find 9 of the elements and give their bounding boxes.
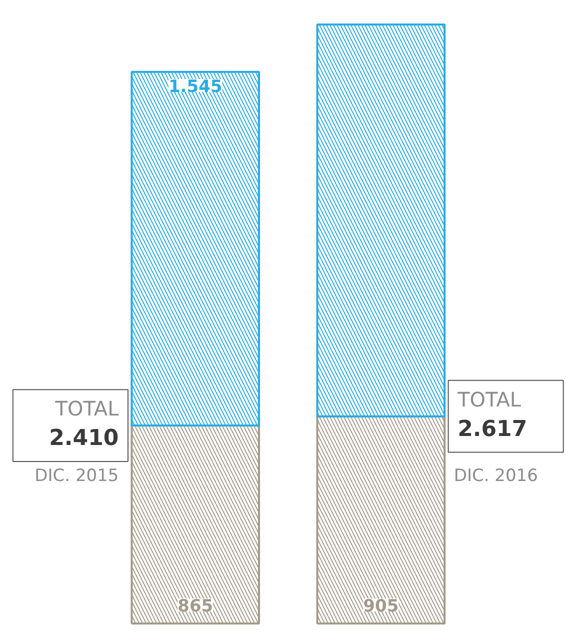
data-label: 905: [363, 596, 399, 617]
x-tick-label: DIC. 2015: [34, 466, 119, 486]
annotation: TOTAL: [54, 396, 120, 421]
data-label: 865: [178, 596, 214, 617]
annotation: TOTAL: [456, 388, 522, 412]
total-label: 2.410: [49, 426, 119, 451]
total-label: 2.617: [458, 416, 528, 442]
data-label: 1.545: [168, 77, 222, 98]
x-tick-label: DIC. 2016: [454, 466, 538, 486]
